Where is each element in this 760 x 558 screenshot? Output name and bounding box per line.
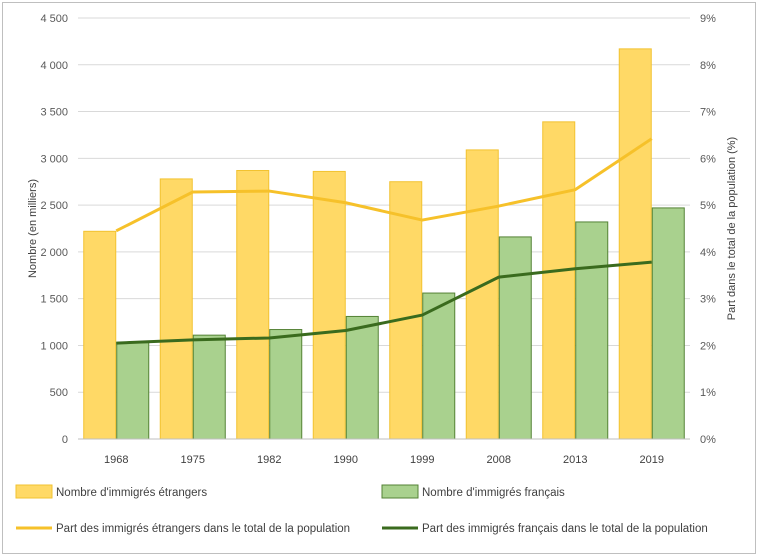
y2-tick-label: 2% [700,340,716,352]
legend-swatch [381,484,419,499]
y2-tick-label: 3% [700,294,716,306]
y2-axis-title: Part dans le total de la population (%) [726,137,738,320]
y2-tick-label: 8% [700,60,716,72]
x-tick-label: 1975 [181,454,205,466]
y2-tick-label: 9% [700,13,716,25]
bar-etrangers [312,170,346,440]
bar-francais [192,334,226,440]
y2-tick-label: 1% [700,387,716,399]
axes: 0 500 1 000 1 500 2 000 2 500 3 000 3 500 4 000 4… [27,13,738,466]
y2-tick-label: 6% [700,153,716,165]
bar-etrangers [618,48,652,440]
y-tick-label: 1 500 [40,294,68,306]
y-tick-label: 4 500 [40,13,68,25]
y-tick-label: 500 [50,387,68,399]
y2-tick-label: 4% [700,247,716,259]
y-tick-label: 0 [62,434,68,446]
y2-tick-label: 5% [700,200,716,212]
y-tick-label: 1 000 [40,340,68,352]
bar-etrangers [83,230,117,440]
bar-francais [651,207,685,440]
lines [115,137,653,345]
bar-francais [422,292,456,440]
legend-label: Nombre d'immigrés étrangers [56,487,207,499]
bar-francais [575,221,609,440]
line-part-francais [116,260,652,345]
x-tick-label: 1982 [257,454,281,466]
legend-label: Part des immigrés français dans le total… [422,523,708,535]
x-tick-label: 1968 [104,454,128,466]
bar-etrangers [465,149,499,440]
line-part-etrangers [115,137,653,233]
x-tick-label: 1999 [410,454,434,466]
legend-label: Part des immigrés étrangers dans le tota… [56,523,350,535]
bar-francais [345,315,379,440]
legend-label: Nombre d'immigrés français [422,487,565,499]
legend-swatch [15,484,53,499]
y-tick-label: 4 000 [40,60,68,72]
x-tick-label: 1990 [334,454,358,466]
x-tick-label: 2013 [563,454,587,466]
bar-etrangers [542,121,576,440]
x-tick-label: 2008 [487,454,511,466]
bar-etrangers [236,169,270,440]
y2-tick-label: 0% [700,434,716,446]
y-tick-label: 3 000 [40,153,68,165]
y-tick-label: 3 500 [40,107,68,119]
bar-etrangers [389,181,423,440]
bar-etrangers [159,178,193,440]
y-tick-label: 2 000 [40,247,68,259]
bar-francais [269,329,303,440]
y2-tick-label: 7% [700,107,716,119]
y-axis-title: Nombre (en milliers) [27,179,39,278]
bars [83,48,685,440]
y-tick-label: 2 500 [40,200,68,212]
bar-francais [498,236,532,440]
bar-francais [116,342,150,440]
x-tick-label: 2019 [640,454,664,466]
legend: Nombre d'immigrés étrangers Nombre d'immi… [15,484,708,535]
